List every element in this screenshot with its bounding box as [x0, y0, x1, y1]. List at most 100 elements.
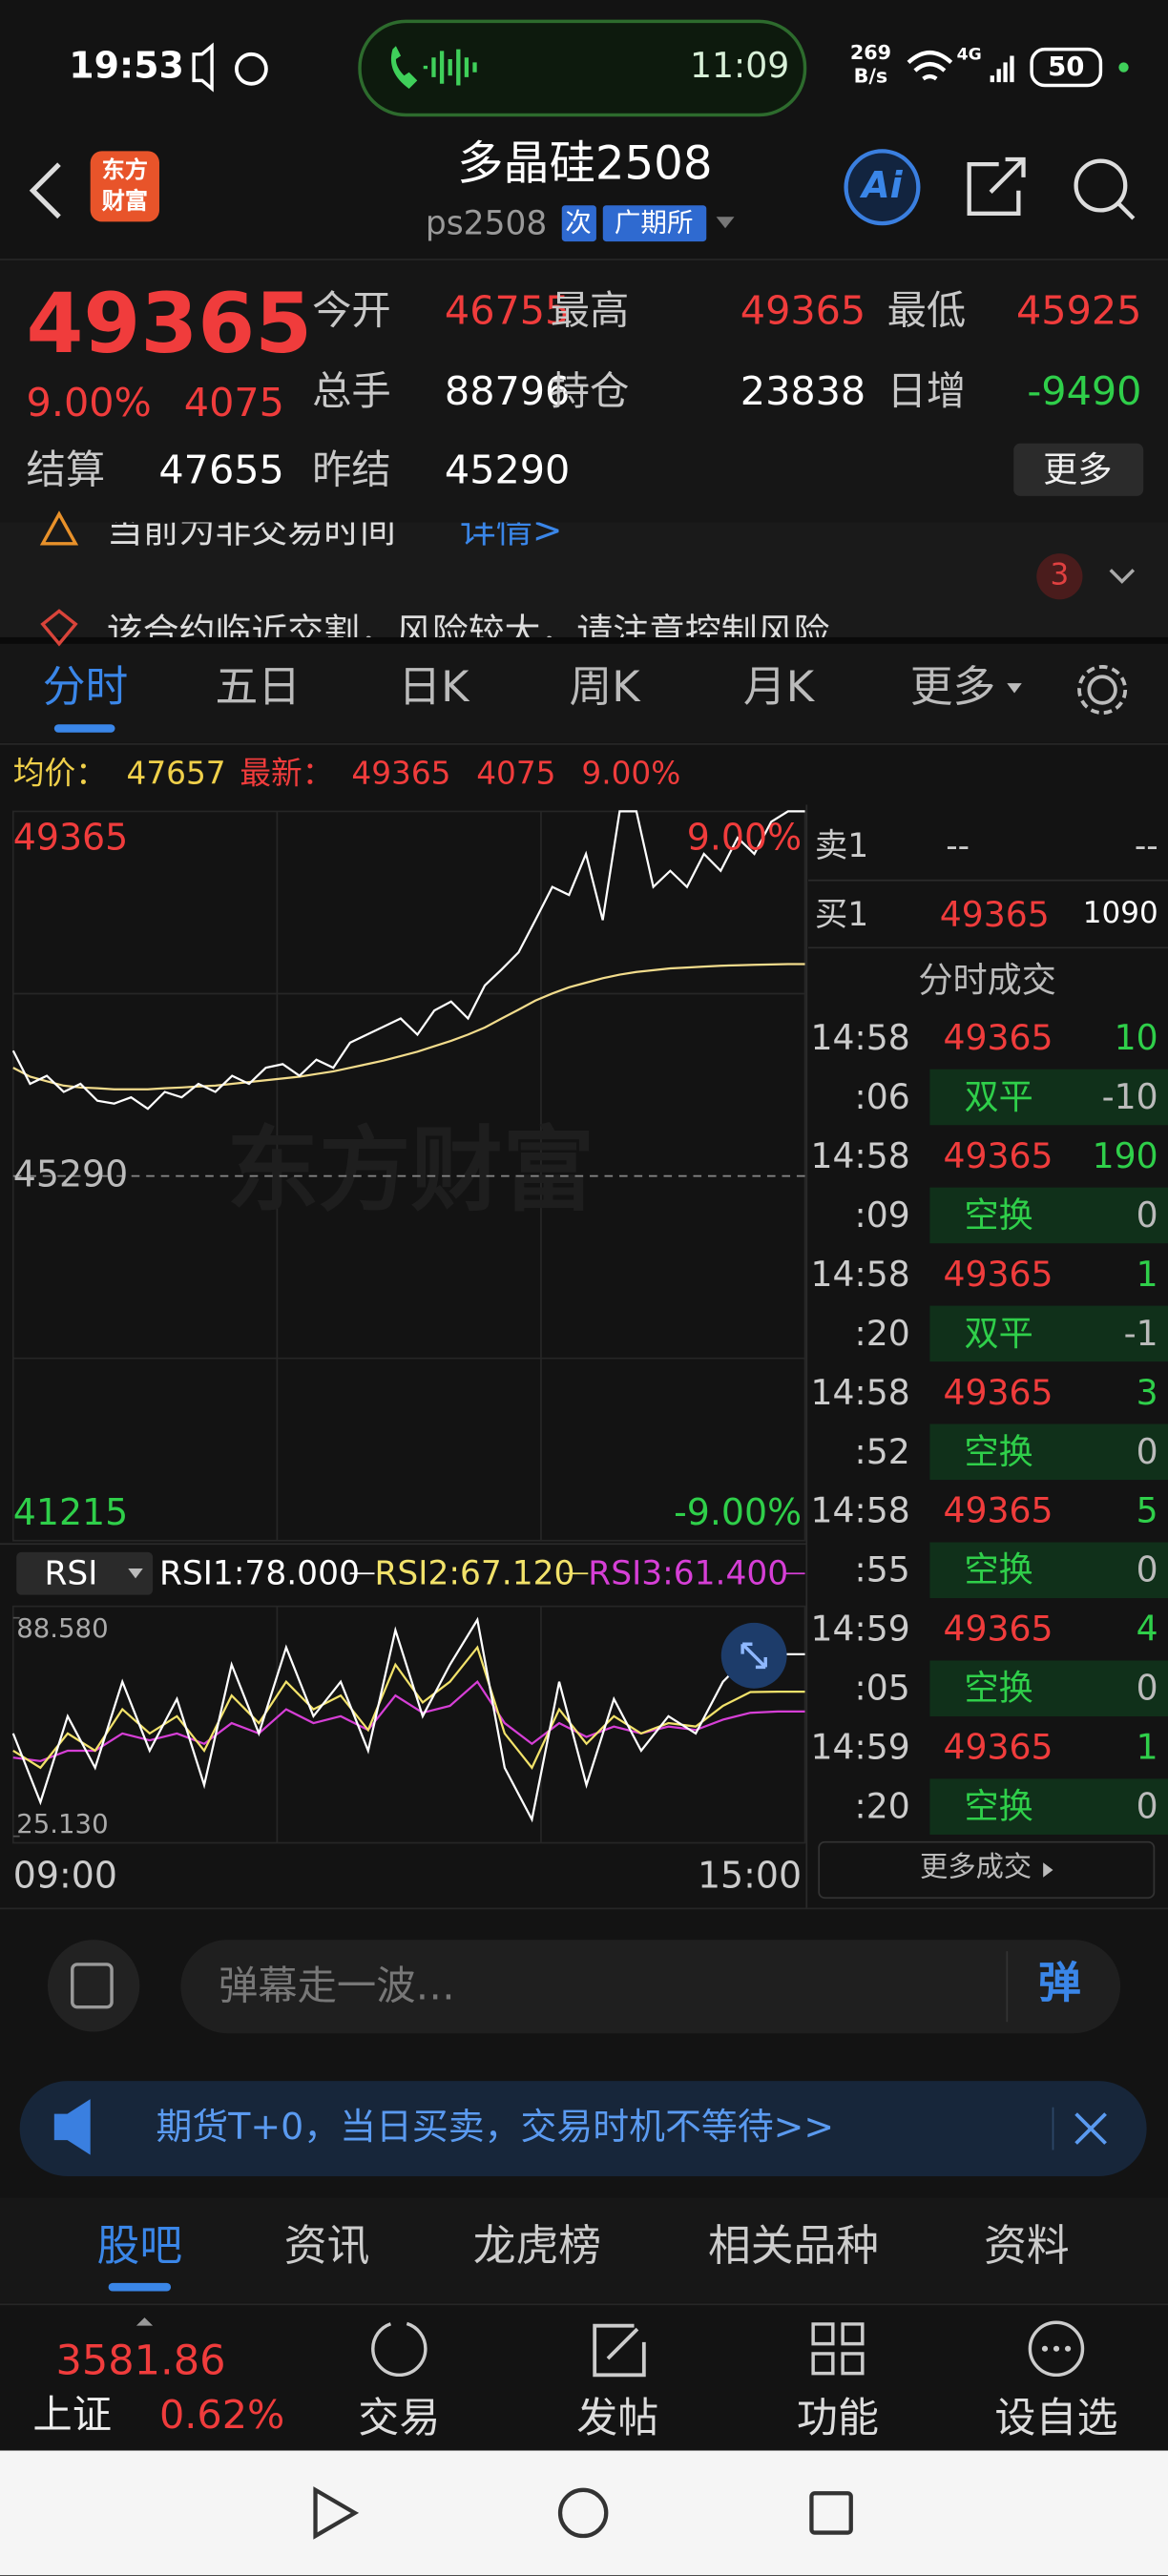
rsi-line — [11, 1616, 805, 1823]
trade-volume: 10 — [1114, 1018, 1158, 1058]
nav-recents[interactable] — [809, 2491, 853, 2535]
tag: 次 — [565, 206, 592, 239]
rsi-frame — [11, 1605, 806, 1844]
bottom-tab[interactable]: 股吧 — [96, 2222, 183, 2272]
bottom-tab[interactable]: 资料 — [984, 2222, 1070, 2272]
trade-volume: 5 — [1136, 1491, 1158, 1531]
nav-item[interactable]: 发帖 — [576, 2394, 659, 2442]
trade-volume: 1 — [1136, 1255, 1158, 1295]
bid-volume: 1090 — [1082, 896, 1158, 931]
field-value: 49365 — [740, 287, 866, 334]
chart-tab[interactable]: 分时 — [42, 663, 129, 714]
back-button[interactable] — [29, 162, 61, 219]
more-trades-label[interactable]: 更多成交 — [920, 1851, 1032, 1884]
rsi-legend: RSI2:67.120 — [374, 1552, 575, 1593]
chart-tab[interactable]: 五日 — [215, 663, 302, 714]
close-banner-button[interactable] — [1074, 2112, 1107, 2145]
index-pct[interactable]: 0.62% — [158, 2391, 285, 2439]
bid-price: 49365 — [939, 895, 1050, 935]
more-button-bg[interactable] — [1013, 443, 1144, 496]
trade-kind-bg — [929, 1423, 1168, 1481]
trade-volume: 3 — [1136, 1373, 1158, 1413]
nav-back[interactable] — [313, 2486, 360, 2540]
comment-input[interactable] — [180, 1940, 1121, 2034]
avg-price: 47657 — [126, 756, 226, 792]
field-label: 持仓 — [550, 367, 630, 415]
rsi-tick-label: 25.130 — [16, 1808, 109, 1839]
danmaku-button[interactable]: 弹 — [1037, 1959, 1081, 2009]
field-label: 最低 — [886, 287, 967, 334]
rsi-selector-bg[interactable] — [16, 1551, 154, 1595]
trade-price: 49365 — [943, 1255, 1053, 1295]
dropdown-icon[interactable] — [1007, 683, 1022, 694]
ask-volume: -- — [1134, 825, 1158, 865]
comment-placeholder[interactable]: 弹幕走一波… — [218, 1963, 455, 2009]
dropdown-icon[interactable] — [716, 217, 735, 229]
search-button[interactable] — [1074, 158, 1128, 213]
function-icon[interactable] — [811, 2322, 865, 2376]
trade-kind: 空换 — [964, 1549, 1033, 1590]
bottom-tab[interactable]: 龙虎榜 — [472, 2222, 602, 2272]
rsi-selector[interactable]: RSI — [44, 1552, 98, 1593]
bottom-tab[interactable]: 相关品种 — [707, 2222, 880, 2272]
avg-label: 均价： — [12, 756, 107, 792]
ai-button[interactable] — [844, 149, 921, 226]
index-value[interactable]: 3581.86 — [55, 2337, 226, 2385]
expand-icon[interactable] — [136, 2317, 154, 2326]
x-tick-label: 09:00 — [12, 1856, 117, 1898]
trade-time: 14:58 — [810, 1136, 910, 1176]
notice-link[interactable]: 详情> — [460, 522, 563, 553]
bid-label: 买1 — [814, 894, 869, 934]
chart-tab[interactable]: 日K — [398, 663, 469, 714]
latest-change: 4075 — [476, 756, 556, 792]
trade-time: :52 — [854, 1432, 910, 1472]
alarm-icon — [235, 52, 268, 86]
trades-title: 分时成交 — [918, 960, 1056, 1001]
net-speed: 269 — [849, 41, 891, 65]
nav-item[interactable]: 设自选 — [994, 2394, 1118, 2442]
more-trades-button[interactable] — [818, 1840, 1156, 1900]
call-timer[interactable]: 11:09 — [690, 46, 790, 86]
danmaku-toggle[interactable] — [47, 1940, 140, 2032]
dropdown-icon[interactable] — [128, 1568, 143, 1579]
trade-time: 14:59 — [810, 1727, 910, 1768]
y-tick-label: 49365 — [12, 818, 129, 860]
badge — [1036, 553, 1083, 600]
call-pill[interactable] — [358, 19, 807, 117]
trade-volume: 1 — [1136, 1727, 1158, 1768]
nav-home[interactable] — [557, 2487, 609, 2539]
trade-volume: 0 — [1136, 1195, 1158, 1236]
post-icon[interactable] — [593, 2323, 646, 2378]
trade-icon[interactable] — [371, 2320, 428, 2378]
net-unit: B/s — [853, 64, 888, 88]
latest-pct: 9.00% — [581, 756, 681, 792]
index-name[interactable]: 上证 — [32, 2391, 113, 2439]
trade-volume: 190 — [1092, 1136, 1158, 1176]
share-button[interactable] — [967, 156, 1026, 216]
nav-item[interactable]: 交易 — [358, 2394, 441, 2442]
trade-kind-bg — [929, 1778, 1168, 1835]
banner-text[interactable]: 期货T+0，当日买卖，交易时机不等待>> — [156, 2108, 835, 2150]
ai-label[interactable]: Ai — [862, 166, 903, 208]
chart-tab[interactable]: 月K — [742, 663, 815, 714]
expand-button[interactable] — [1109, 569, 1136, 584]
trade-kind-bg — [929, 1660, 1168, 1716]
watchlist-icon[interactable] — [1028, 2320, 1085, 2378]
rsi-legend: RSI3:61.400 — [588, 1552, 789, 1593]
change: 4075 — [183, 380, 284, 426]
bottom-tabs-bg — [0, 2197, 1168, 2303]
chart-tab[interactable]: 更多 — [909, 663, 996, 714]
rsi-line — [12, 1679, 805, 1762]
bottom-tab[interactable]: 资讯 — [283, 2222, 370, 2272]
chart-tab[interactable]: 周K — [569, 663, 640, 714]
trade-price: 49365 — [943, 1727, 1053, 1768]
more-button[interactable]: 更多 — [1043, 449, 1113, 489]
nav-item[interactable]: 功能 — [796, 2394, 880, 2442]
banner-bg[interactable] — [19, 2081, 1147, 2177]
field-value: 45290 — [444, 447, 571, 493]
contract-code: ps2508 — [425, 202, 548, 242]
settings-button[interactable] — [1087, 675, 1117, 705]
notice-count: 3 — [1050, 557, 1070, 592]
